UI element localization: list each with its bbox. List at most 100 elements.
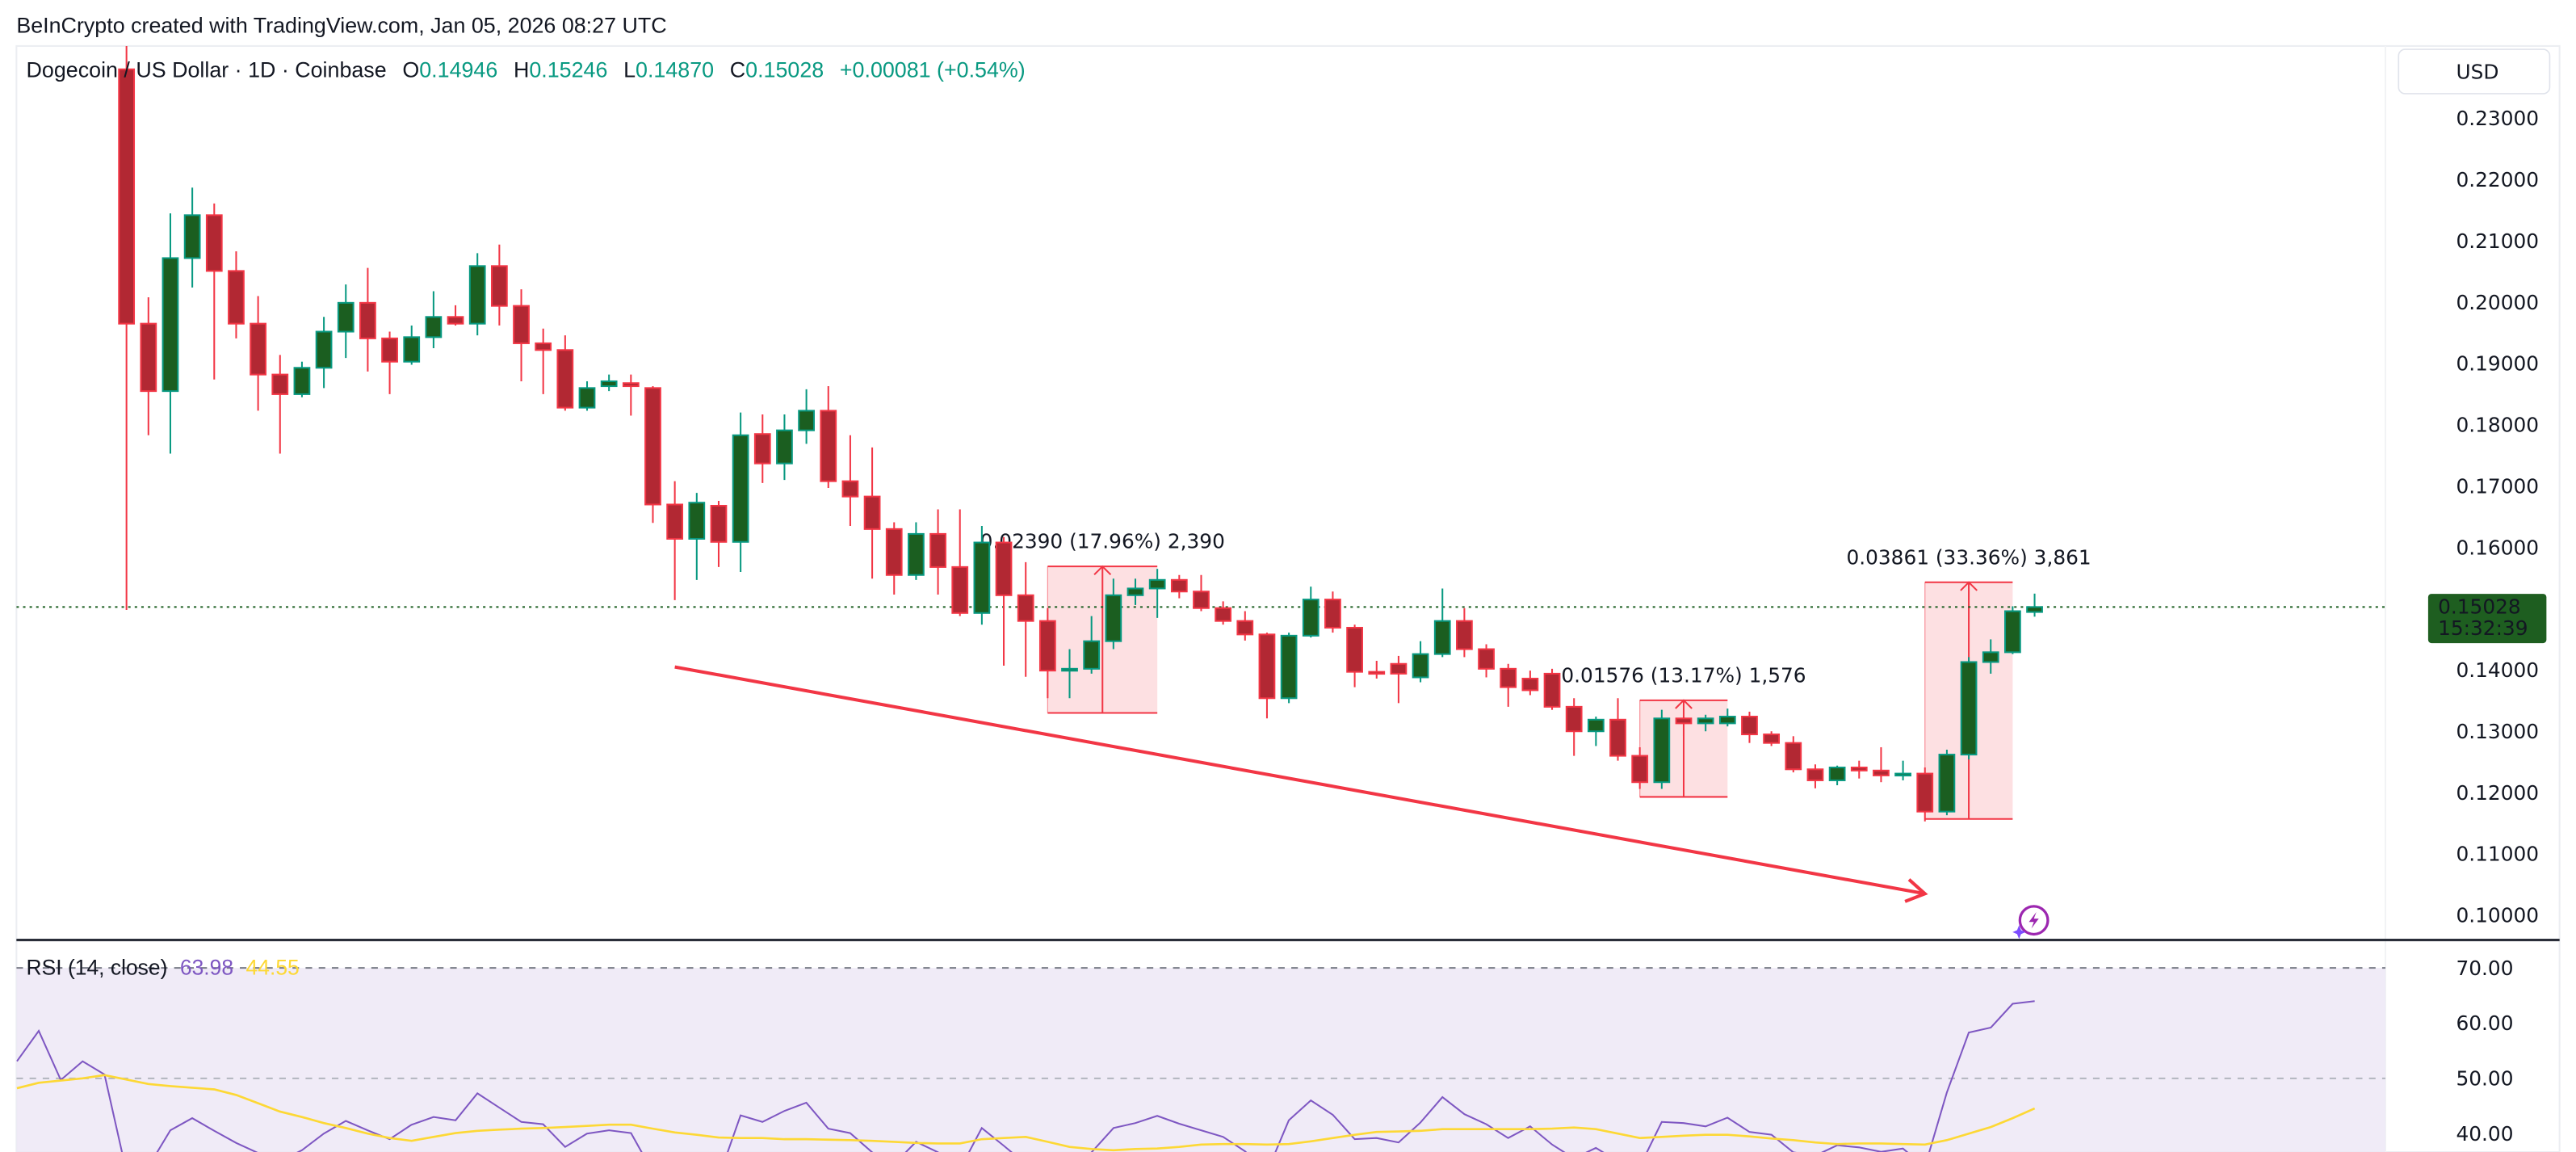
candle-body <box>644 387 661 506</box>
candle <box>1105 578 1122 650</box>
last-price-value: 0.15028 <box>2438 595 2521 618</box>
candle <box>951 509 969 616</box>
candle-body <box>381 337 398 363</box>
rsi-legend[interactable]: RSI (14, close) 63.98 44.55 <box>27 955 300 979</box>
candle-body <box>1894 772 1911 777</box>
countdown-timer: 15:32:39 <box>2438 616 2528 640</box>
candle-body <box>622 382 640 388</box>
candle <box>578 380 596 411</box>
rsi-axis[interactable]: 70.00 60.00 50.00 40.00 <box>2456 956 2513 1146</box>
candle <box>1390 655 1408 704</box>
arrow-up-icon <box>1675 699 1693 709</box>
candle <box>753 414 771 483</box>
candle-body <box>2004 610 2021 654</box>
price-tick-label: 0.18000 <box>2456 414 2539 437</box>
measure-label: 0.03861 (33.36%) 3,861 <box>1846 545 2091 569</box>
candle <box>425 291 443 349</box>
candle <box>293 361 311 397</box>
candle <box>973 526 991 625</box>
candle-body <box>1741 716 1758 736</box>
candle-body <box>951 565 969 614</box>
trendline[interactable] <box>674 665 1926 896</box>
candle <box>447 305 464 326</box>
candle <box>820 386 837 489</box>
candle-body <box>513 305 530 344</box>
currency-label: USD <box>2456 61 2498 84</box>
candle <box>1258 633 1276 719</box>
candle <box>381 331 398 394</box>
candle <box>841 435 859 527</box>
candle <box>600 374 618 392</box>
candle <box>1215 601 1232 625</box>
candle-body <box>250 322 266 376</box>
candle-body <box>447 316 464 325</box>
change-value: +0.00081 (+0.54%) <box>840 58 1026 82</box>
price-axis[interactable]: 0.23000 0.22000 0.21000 0.20000 0.19000 0.180… <box>2456 107 2539 927</box>
price-tick-label: 0.19000 <box>2456 352 2539 376</box>
price-tick-label: 0.14000 <box>2456 658 2539 682</box>
candle-body <box>578 387 596 409</box>
candle-body <box>1433 620 1451 655</box>
candle-body <box>753 433 771 465</box>
lightning-sparkle-icon[interactable] <box>2012 905 2049 940</box>
open-label: O <box>402 58 419 82</box>
candle-body <box>1412 653 1429 679</box>
candle <box>1938 749 1956 816</box>
candle-body <box>183 214 201 259</box>
candle-body <box>1236 620 1254 636</box>
candle-body <box>205 214 223 272</box>
candle-body <box>885 528 903 576</box>
watermark-text: BeInCrypto created with TradingView.com,… <box>16 14 666 38</box>
price-pane[interactable]: 0.02390 (17.96%) 2,390 0.01576 (13.17%) 1… <box>16 27 2386 903</box>
candle-body <box>1609 718 1626 757</box>
candle <box>1763 731 1781 746</box>
candle-body <box>1368 671 1386 675</box>
candle-body <box>228 270 245 325</box>
rsi-pane[interactable] <box>16 967 2386 1152</box>
symbol-legend[interactable]: Dogecoin / US Dollar · 1D · Coinbase O0.… <box>27 58 1026 82</box>
rsi-tick-label: 40.00 <box>2456 1122 2513 1146</box>
candle <box>644 386 661 523</box>
candle <box>1433 588 1451 658</box>
candle <box>1456 608 1473 658</box>
candle <box>2026 593 2043 617</box>
candle <box>1324 591 1341 633</box>
candle <box>490 244 508 326</box>
candle <box>732 412 749 572</box>
candle <box>798 389 815 444</box>
candle <box>1478 644 1495 678</box>
candle-body <box>1302 599 1319 637</box>
price-range-measure[interactable]: 0.02390 (17.96%) 2,390 <box>980 530 1225 714</box>
candle-body <box>1785 742 1802 771</box>
candle <box>908 522 925 580</box>
candle <box>1587 717 1605 746</box>
candle <box>1718 708 1736 727</box>
candle-body <box>973 541 991 614</box>
candle-body <box>1038 620 1056 672</box>
candle <box>140 297 157 435</box>
candles <box>118 45 2043 822</box>
candle-body <box>315 330 333 369</box>
rsi-ma-value: 44.55 <box>246 955 300 979</box>
candle <box>1083 616 1101 674</box>
candle-body <box>1916 772 1934 813</box>
candle <box>205 203 223 380</box>
candle <box>1873 746 1890 783</box>
trendline-arrow[interactable] <box>674 665 1928 903</box>
candle <box>1193 574 1210 612</box>
price-tick-label: 0.17000 <box>2456 474 2539 498</box>
candle <box>118 45 136 610</box>
candle-body <box>1390 662 1408 675</box>
candle-body <box>1500 667 1517 688</box>
candle <box>271 355 289 454</box>
low-label: L <box>623 58 636 82</box>
candle-body <box>490 265 508 307</box>
candle-body <box>820 410 837 482</box>
candle <box>1565 698 1583 756</box>
price-tick-label: 0.20000 <box>2456 291 2539 314</box>
candle <box>1126 578 1144 605</box>
currency-button[interactable]: USD <box>2398 48 2551 95</box>
candle-body <box>841 480 859 498</box>
candle-body <box>337 301 355 333</box>
